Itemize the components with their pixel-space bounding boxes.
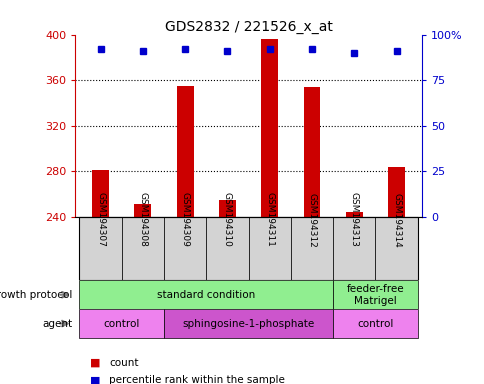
Bar	[176, 86, 193, 217]
Bar	[134, 204, 151, 217]
Bar	[333, 280, 417, 309]
Bar	[121, 217, 164, 280]
Bar	[261, 39, 278, 217]
Bar	[164, 309, 333, 338]
Bar	[79, 309, 164, 338]
Bar	[79, 280, 333, 309]
Text: GSM194312: GSM194312	[307, 193, 316, 247]
Bar	[164, 217, 206, 280]
Title: GDS2832 / 221526_x_at: GDS2832 / 221526_x_at	[164, 20, 332, 33]
Bar	[290, 217, 333, 280]
Bar	[375, 217, 417, 280]
Text: feeder-free
Matrigel: feeder-free Matrigel	[346, 284, 403, 306]
Bar	[387, 167, 404, 217]
Text: control: control	[357, 318, 393, 329]
Text: sphingosine-1-phosphate: sphingosine-1-phosphate	[182, 318, 314, 329]
Bar	[92, 170, 109, 217]
Text: GSM194311: GSM194311	[265, 192, 273, 247]
Text: ■: ■	[90, 375, 100, 384]
Text: agent: agent	[43, 318, 73, 329]
Text: standard condition: standard condition	[157, 290, 255, 300]
Text: GSM194313: GSM194313	[349, 192, 358, 247]
Text: growth protocol: growth protocol	[0, 290, 73, 300]
Text: GSM194314: GSM194314	[391, 193, 400, 247]
Bar	[345, 212, 362, 217]
Text: GSM194308: GSM194308	[138, 192, 147, 247]
Text: control: control	[103, 318, 139, 329]
Bar	[333, 217, 375, 280]
Text: GSM194310: GSM194310	[223, 192, 231, 247]
Text: count: count	[109, 358, 138, 368]
Text: ■: ■	[90, 358, 100, 368]
Text: GSM194309: GSM194309	[180, 192, 189, 247]
Bar	[79, 217, 121, 280]
Bar	[248, 217, 290, 280]
Text: percentile rank within the sample: percentile rank within the sample	[109, 375, 285, 384]
Text: GSM194307: GSM194307	[96, 192, 105, 247]
Bar	[206, 217, 248, 280]
Bar	[303, 87, 320, 217]
Bar	[218, 200, 235, 217]
Bar	[333, 309, 417, 338]
